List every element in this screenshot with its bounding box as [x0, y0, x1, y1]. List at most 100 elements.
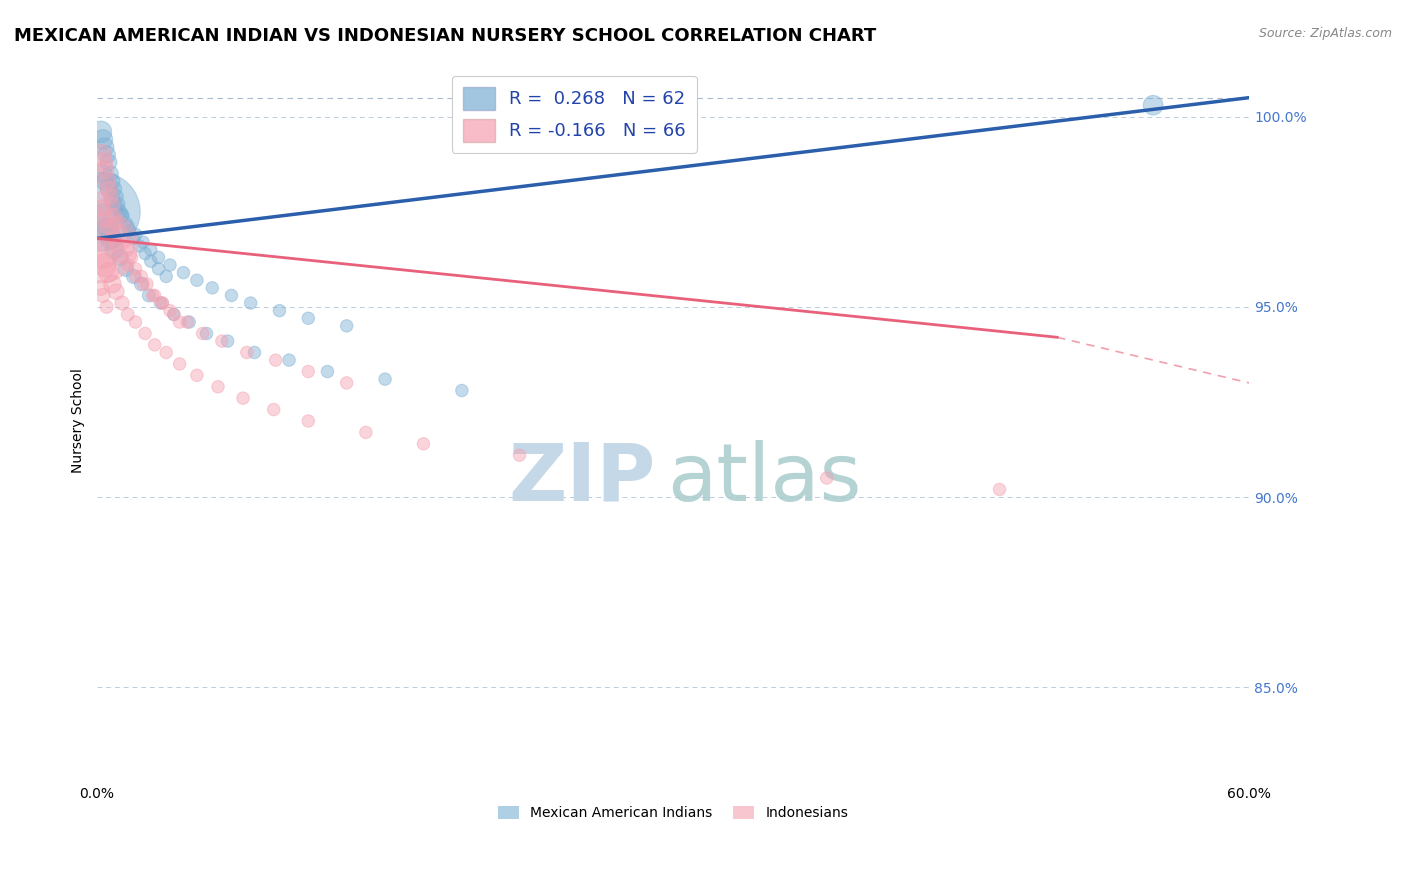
- Point: [93, 162, 115, 177]
- Point: [101, 277, 124, 291]
- Point: [124, 269, 146, 284]
- Text: ZIP: ZIP: [509, 440, 655, 517]
- Point: [207, 380, 229, 394]
- Point: [134, 246, 156, 260]
- Point: [143, 288, 166, 302]
- Point: [121, 251, 143, 265]
- Point: [176, 315, 198, 329]
- Point: [1142, 98, 1164, 112]
- Point: [90, 147, 112, 161]
- Point: [336, 318, 359, 333]
- Point: [221, 288, 243, 302]
- Point: [105, 189, 128, 203]
- Point: [91, 246, 114, 260]
- Y-axis label: Nursery School: Nursery School: [72, 368, 86, 474]
- Point: [169, 357, 191, 371]
- Point: [90, 125, 112, 139]
- Point: [138, 288, 160, 302]
- Point: [93, 212, 115, 227]
- Point: [143, 338, 166, 352]
- Point: [111, 296, 134, 310]
- Point: [91, 288, 114, 302]
- Point: [103, 243, 125, 257]
- Point: [101, 197, 124, 211]
- Point: [111, 209, 134, 223]
- Point: [211, 334, 233, 348]
- Point: [412, 437, 434, 451]
- Point: [236, 345, 259, 359]
- Point: [129, 277, 152, 291]
- Point: [93, 174, 115, 188]
- Point: [90, 204, 112, 219]
- Point: [148, 251, 170, 265]
- Legend: Mexican American Indians, Indonesians: Mexican American Indians, Indonesians: [492, 801, 853, 826]
- Point: [132, 277, 155, 291]
- Text: Source: ZipAtlas.com: Source: ZipAtlas.com: [1258, 27, 1392, 40]
- Point: [172, 266, 194, 280]
- Point: [124, 315, 146, 329]
- Point: [122, 231, 145, 245]
- Text: MEXICAN AMERICAN INDIAN VS INDONESIAN NURSERY SCHOOL CORRELATION CHART: MEXICAN AMERICAN INDIAN VS INDONESIAN NU…: [14, 27, 876, 45]
- Point: [159, 303, 181, 318]
- Point: [118, 224, 141, 238]
- Point: [451, 384, 474, 398]
- Point: [264, 353, 287, 368]
- Point: [117, 258, 139, 272]
- Point: [508, 448, 530, 462]
- Point: [97, 182, 120, 196]
- Point: [297, 365, 319, 379]
- Point: [195, 326, 218, 341]
- Point: [316, 365, 339, 379]
- Point: [117, 219, 139, 234]
- Point: [115, 216, 138, 230]
- Point: [148, 261, 170, 276]
- Point: [108, 204, 131, 219]
- Point: [150, 296, 173, 310]
- Point: [100, 189, 122, 203]
- Point: [815, 471, 838, 485]
- Point: [96, 224, 118, 238]
- Point: [243, 345, 266, 359]
- Point: [155, 345, 177, 359]
- Point: [91, 167, 114, 181]
- Point: [91, 201, 114, 215]
- Point: [278, 353, 301, 368]
- Point: [105, 201, 128, 215]
- Point: [100, 231, 122, 245]
- Point: [108, 251, 131, 265]
- Point: [129, 269, 152, 284]
- Point: [217, 334, 239, 348]
- Point: [124, 261, 146, 276]
- Point: [354, 425, 377, 440]
- Point: [91, 155, 114, 169]
- Point: [107, 197, 129, 211]
- Point: [101, 174, 124, 188]
- Point: [142, 288, 165, 302]
- Point: [297, 414, 319, 428]
- Point: [155, 269, 177, 284]
- Point: [105, 216, 128, 230]
- Point: [201, 281, 224, 295]
- Point: [159, 258, 181, 272]
- Point: [122, 269, 145, 284]
- Point: [297, 311, 319, 326]
- Point: [97, 219, 120, 234]
- Point: [186, 368, 208, 383]
- Point: [269, 303, 291, 318]
- Point: [96, 300, 118, 314]
- Point: [93, 258, 115, 272]
- Point: [90, 194, 112, 208]
- Point: [139, 243, 162, 257]
- Point: [93, 140, 115, 154]
- Point: [128, 239, 150, 253]
- Point: [239, 296, 262, 310]
- Point: [179, 315, 201, 329]
- Point: [163, 308, 186, 322]
- Point: [124, 227, 146, 242]
- Point: [96, 174, 118, 188]
- Point: [100, 167, 122, 181]
- Text: atlas: atlas: [668, 440, 862, 517]
- Point: [263, 402, 285, 417]
- Point: [115, 261, 138, 276]
- Point: [134, 326, 156, 341]
